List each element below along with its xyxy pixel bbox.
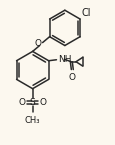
Text: O: O xyxy=(34,39,41,48)
Text: NH: NH xyxy=(58,55,71,64)
Text: Cl: Cl xyxy=(81,8,91,18)
Text: O: O xyxy=(40,98,46,107)
Text: S: S xyxy=(29,98,35,107)
Text: O: O xyxy=(18,98,25,107)
Text: O: O xyxy=(68,72,75,81)
Text: CH₃: CH₃ xyxy=(25,116,40,125)
